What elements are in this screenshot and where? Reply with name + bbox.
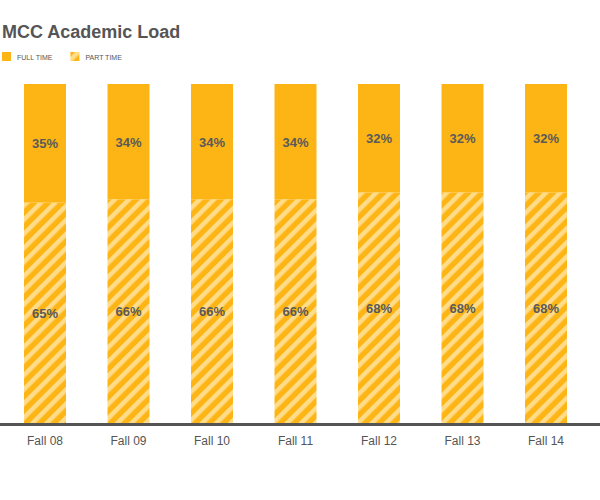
legend-swatch xyxy=(2,52,11,61)
x-tick-label: Fall 13 xyxy=(444,434,480,448)
bar-segment xyxy=(24,203,66,423)
bars xyxy=(24,84,567,423)
bar-segment xyxy=(525,192,567,423)
x-axis-line xyxy=(0,423,600,426)
data-label: 34% xyxy=(115,135,141,150)
bar-segment xyxy=(108,199,150,423)
data-label: 66% xyxy=(282,304,308,319)
x-tick-label: Fall 12 xyxy=(361,434,397,448)
bar-segment xyxy=(275,199,317,423)
x-tick-label: Fall 10 xyxy=(194,434,230,448)
data-label: 34% xyxy=(282,135,308,150)
data-label: 34% xyxy=(199,135,225,150)
data-label: 65% xyxy=(32,306,58,321)
title: MCC Academic Load xyxy=(2,22,180,42)
data-label: 68% xyxy=(449,301,475,316)
x-tick-label: Fall 08 xyxy=(27,434,63,448)
bar-segment xyxy=(442,192,484,423)
bar-segment xyxy=(108,84,150,199)
bar-segment xyxy=(24,84,66,203)
bar-segment xyxy=(191,199,233,423)
data-label: 68% xyxy=(366,301,392,316)
legend: FULL TIME PART TIME xyxy=(2,52,122,61)
chart-svg: MCC Academic Load FULL TIME PART TIME 65% 35… xyxy=(0,0,600,500)
bar-segment xyxy=(525,84,567,192)
bar-segment xyxy=(358,192,400,423)
data-label: 32% xyxy=(366,131,392,146)
data-label: 32% xyxy=(449,131,475,146)
bar-segment xyxy=(191,84,233,199)
legend-swatch xyxy=(70,52,79,61)
legend-label: FULL TIME xyxy=(17,54,53,61)
data-label: 66% xyxy=(199,304,225,319)
x-tick-label: Fall 09 xyxy=(110,434,146,448)
bar-segment xyxy=(275,84,317,199)
data-label: 35% xyxy=(32,136,58,151)
bar-segment xyxy=(442,84,484,192)
data-label: 32% xyxy=(533,131,559,146)
data-labels: 65% 35% 66% 34% 66% 34% 66% 34% 68% 32% 68% 32% 68% 3… xyxy=(32,131,559,321)
chart-container: MCC Academic Load FULL TIME PART TIME 65% 35… xyxy=(0,0,600,500)
legend-label: PART TIME xyxy=(85,54,122,61)
data-label: 68% xyxy=(533,301,559,316)
x-tick-label: Fall 14 xyxy=(528,434,564,448)
x-tick-label: Fall 11 xyxy=(278,434,313,448)
x-axis: Fall 08 Fall 09 Fall 10 Fall 11 Fall 12 Fall … xyxy=(27,434,564,448)
data-label: 66% xyxy=(115,304,141,319)
bar-segment xyxy=(358,84,400,192)
